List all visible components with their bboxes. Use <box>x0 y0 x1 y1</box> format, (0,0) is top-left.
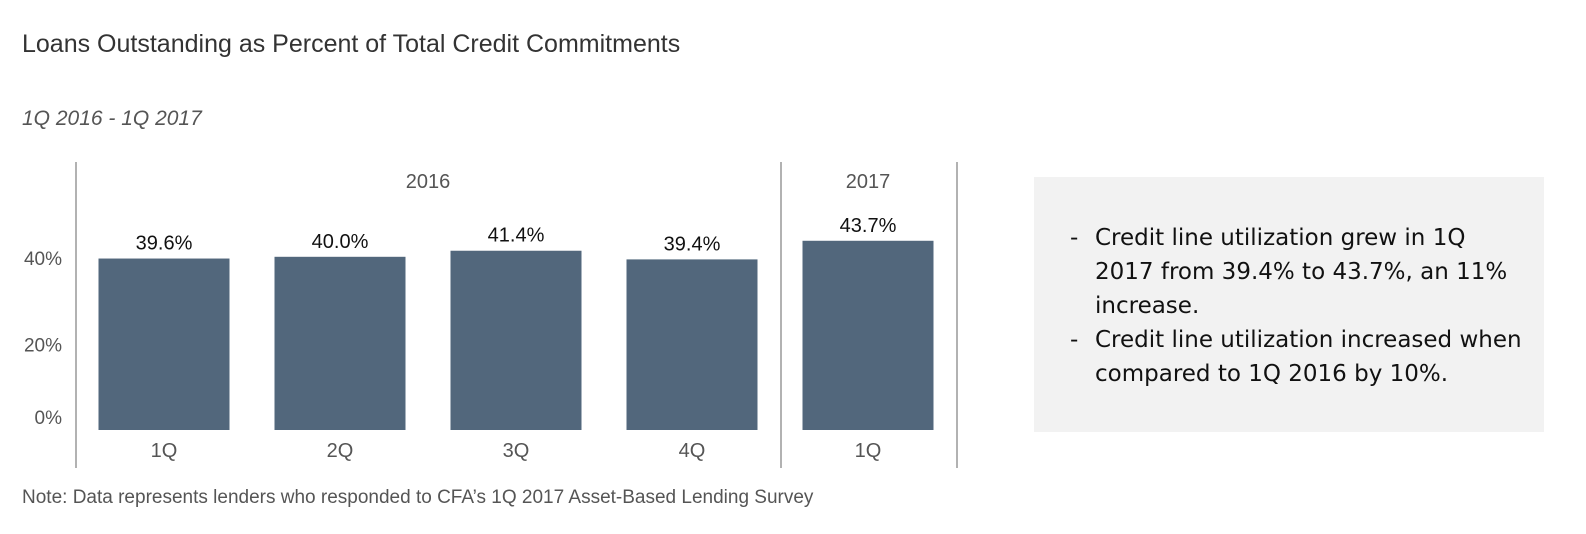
group-label: 2017 <box>846 171 891 193</box>
bar-5 <box>802 240 934 430</box>
data-label: 41.4% <box>488 225 545 247</box>
bar-3 <box>450 250 582 430</box>
bar-4 <box>626 259 758 430</box>
footnote: Note: Data represents lenders who respon… <box>22 487 814 508</box>
bar-1 <box>98 258 230 430</box>
data-label: 39.4% <box>664 233 721 255</box>
y-tick-label: 20% <box>24 335 62 356</box>
data-label: 39.6% <box>136 233 193 255</box>
bar-chart: 0% 20% 40% 39.6% 1Q 40.0% 2Q 41.4% 3Q 39.4% 4Q 43.7… <box>24 162 958 468</box>
chart-title: Loans Outstanding as Percent of Total Cr… <box>22 30 681 58</box>
group-label: 2016 <box>406 171 451 193</box>
callout-bullet: Credit line utilization increased when c… <box>1070 323 1524 391</box>
data-label: 40.0% <box>312 231 369 253</box>
x-tick-label: 2Q <box>327 440 354 462</box>
data-label: 43.7% <box>840 215 897 237</box>
callout-list: Credit line utilization grew in 1Q 2017 … <box>1034 177 1544 391</box>
callout-box: Credit line utilization grew in 1Q 2017 … <box>1034 177 1544 432</box>
y-tick-label: 40% <box>24 249 62 270</box>
callout-bullet: Credit line utilization grew in 1Q 2017 … <box>1070 221 1524 323</box>
x-tick-label: 1Q <box>855 440 882 462</box>
x-tick-label: 4Q <box>679 440 706 462</box>
chart-subtitle: 1Q 2016 - 1Q 2017 <box>22 107 202 130</box>
x-tick-label: 3Q <box>503 440 530 462</box>
bar-2 <box>274 256 406 430</box>
y-tick-label: 0% <box>35 408 63 429</box>
x-tick-label: 1Q <box>151 440 178 462</box>
